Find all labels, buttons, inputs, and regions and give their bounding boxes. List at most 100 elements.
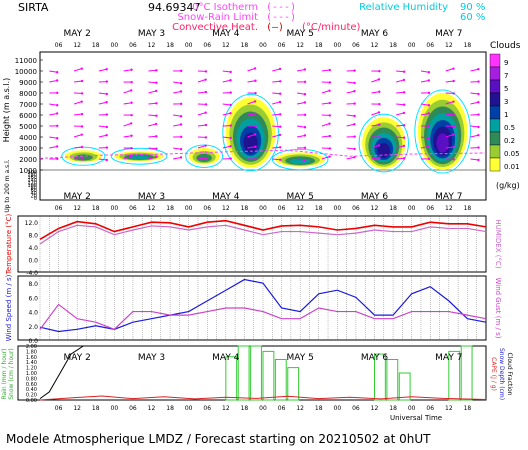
rh-90-contour (222, 93, 279, 172)
wind-arrow (272, 92, 281, 95)
wind-arrow (346, 156, 355, 160)
wind-arrow (123, 102, 132, 105)
snow-axis-label: Snow (cm / hour) (8, 348, 15, 400)
colorbar-tick-label: 0.5 (504, 124, 515, 132)
cloud-fraction-bar (262, 350, 275, 401)
wind-arrow-head (303, 80, 307, 84)
day-label: MAY 2 (64, 353, 91, 363)
wind-arrow-head (155, 69, 158, 72)
hour-label: 12 (296, 42, 304, 49)
day-label: MAY 5 (287, 192, 314, 202)
wind-arrow (49, 103, 58, 106)
hour-label: 18 (241, 42, 249, 49)
wind-arrow (371, 111, 380, 116)
wind-arrow-head (353, 69, 356, 72)
wind-arrow (247, 80, 256, 83)
wind-arrow (148, 123, 157, 127)
wind-arrow (396, 157, 405, 160)
legend-convective-unit: (°C/minute) (302, 22, 361, 33)
wind-arrow-head (229, 136, 232, 140)
wind-arrow (73, 101, 82, 105)
wind-arrow-head (204, 78, 207, 81)
precip-panel: 2.001.801.601.401.201.000.800.600.400.20… (1, 344, 513, 422)
wind-arrow-head (254, 124, 257, 128)
hour-label: 00 (408, 205, 416, 212)
wind-arrow-head (55, 79, 59, 82)
wind-arrow (123, 135, 132, 138)
hour-label: 00 (185, 42, 193, 49)
wind-arrow-head (155, 135, 158, 138)
wind-arrow-head (229, 103, 232, 107)
y-tick-label: 12.0 (25, 220, 39, 227)
low-height-tick-label: 20 (31, 193, 37, 199)
hour-label: 18 (241, 205, 249, 212)
wind-arrow-head (328, 147, 332, 150)
wind-arrow-head (179, 82, 183, 85)
wind-arrow (74, 113, 83, 116)
wind-arrow-head (55, 137, 59, 140)
wind-arrow-head (55, 145, 59, 148)
day-label: MAY 2 (64, 29, 91, 39)
day-label: MAY 7 (435, 192, 462, 202)
hour-label: 18 (166, 405, 174, 412)
height-tick-label: 8000 (19, 90, 37, 98)
wind-arrow-head (377, 144, 381, 147)
rh-90-contour (271, 148, 329, 171)
height-tick-label: 9000 (19, 79, 37, 87)
wind-arrow (173, 90, 182, 94)
hour-label: 06 (129, 205, 137, 212)
wind-arrow (321, 156, 330, 160)
wind-arrow-head (452, 92, 455, 95)
wind-arrow (197, 91, 206, 94)
wind-arrow (371, 144, 380, 149)
height-tick-label: 11000 (15, 57, 37, 65)
wind-arrow-head (130, 113, 133, 117)
wind-arrow-head (80, 145, 84, 149)
wind-arrow (445, 113, 454, 116)
precip-tick-label: 0.60 (26, 382, 37, 388)
wind-arrow (247, 146, 256, 149)
wind-arrow (321, 102, 330, 105)
cloud-fraction-bar (287, 367, 300, 401)
snow-depth-axis-label: Snow Depth (cm) (498, 348, 505, 400)
wind-arrow-head (452, 133, 455, 136)
wind-arrow-head (179, 135, 183, 139)
wind-arrow-head (105, 68, 108, 71)
hour-label: 12 (296, 205, 304, 212)
wind-arrow-head (402, 70, 406, 73)
wind-gust-axis-label: Wind Gust (m / s) (494, 277, 502, 338)
hour-label: 06 (203, 405, 211, 412)
wind-arrow (49, 112, 58, 116)
wind-arrow (371, 124, 380, 127)
day-label: MAY 3 (138, 192, 165, 202)
wind-arrow-head (402, 91, 406, 94)
wind-arrow-head (353, 147, 356, 151)
cloud-fraction-bar (374, 353, 386, 401)
wind-arrow (123, 122, 132, 127)
colorbar-tick-label: 0.05 (504, 150, 520, 158)
hour-label: 06 (203, 205, 211, 212)
hour-labels-bottom-axis: 06 12 18 00 06 12 18 00 06 12 18 00 06 12 18 00 06 12 18 00… (55, 405, 472, 412)
y-tick-label: 0.0 (28, 338, 38, 345)
wind-arrow-head (254, 112, 257, 115)
wind-arrow (296, 158, 306, 161)
wind-arrow-head (80, 112, 84, 116)
wind-arrow-head (179, 90, 183, 93)
wind-arrow (470, 68, 479, 72)
low-height-tick-label: 140 (27, 178, 37, 184)
wind-arrow-head (105, 125, 108, 129)
hour-label: 12 (148, 42, 156, 49)
wind-arrow-head (427, 71, 431, 74)
wind-arrow-head (303, 101, 307, 104)
wind-arrow-head (80, 125, 84, 128)
wind-arrow-head (353, 114, 356, 118)
day-label: MAY 6 (361, 29, 389, 39)
wind-arrow-head (303, 93, 307, 96)
wind-arrow-head (80, 100, 83, 103)
wind-arrow-head (179, 69, 183, 73)
wind-arrow (470, 125, 479, 128)
precip-tick-label: 1.80 (26, 349, 37, 355)
hour-label: 00 (334, 205, 342, 212)
wind-arrow-head (303, 146, 307, 150)
colorbar-tick-label: 0.01 (504, 163, 520, 171)
